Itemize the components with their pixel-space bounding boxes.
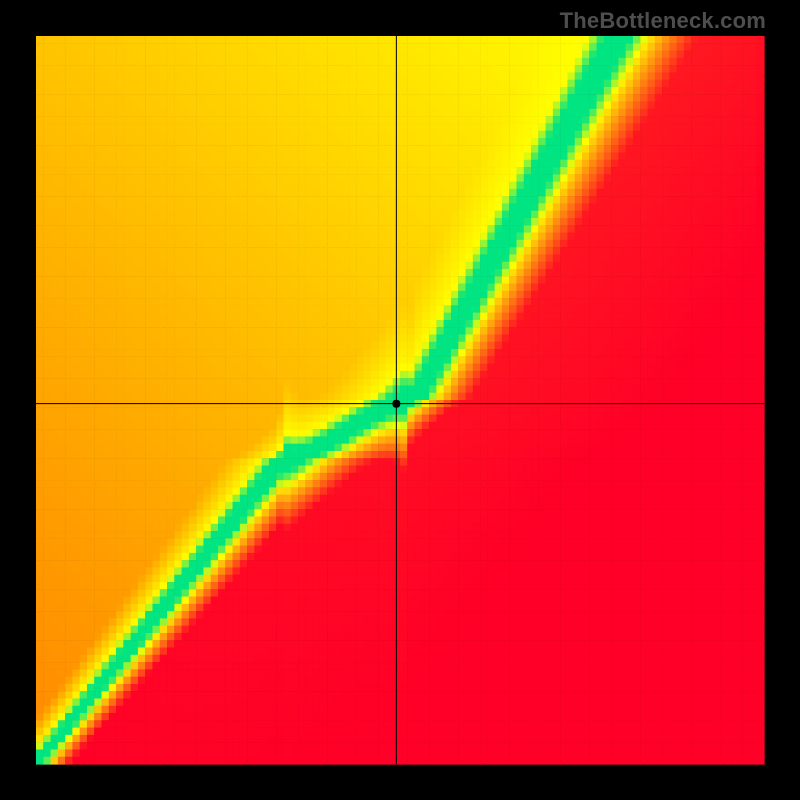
heatmap-canvas (0, 0, 800, 800)
watermark-text: TheBottleneck.com (560, 8, 766, 34)
chart-container: TheBottleneck.com (0, 0, 800, 800)
